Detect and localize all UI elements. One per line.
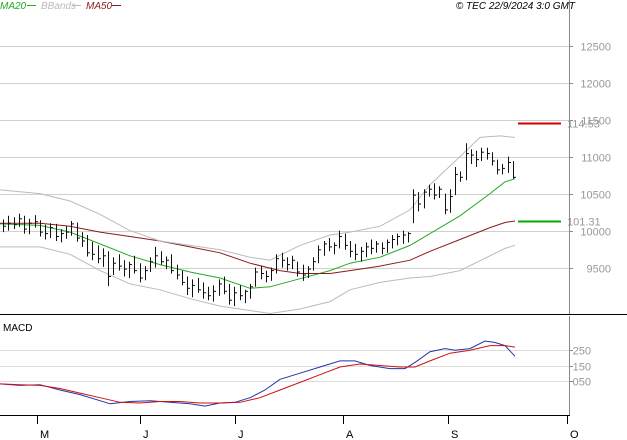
price-markers: 114.53 101.31	[518, 119, 601, 229]
legend: MA20 BBands MA50	[0, 1, 121, 12]
price-axis: 12500 12000 11500 11000 10500 10000 9500	[569, 42, 611, 276]
legend-label-bbands: BBands	[41, 1, 76, 12]
level-value-label: 101.31	[567, 217, 601, 229]
series-line-bbands	[0, 244, 516, 315]
series-line-ma20	[0, 178, 516, 289]
x-tick-label: O	[570, 429, 579, 440]
price-tick-label: 12500	[580, 42, 611, 54]
series-line-bbands	[0, 135, 516, 261]
macd-tick-label: 050	[573, 377, 591, 389]
legend-label-ma50: MA50	[86, 1, 113, 12]
x-tick-label: S	[451, 429, 458, 440]
level-value-label: 114.53	[567, 119, 600, 131]
x-tick-label: A	[346, 429, 354, 440]
x-tick-label: J	[238, 429, 244, 440]
price-panel: 12500 12000 11500 11000 10500 10000 9500 114.5…	[0, 42, 611, 315]
x-tick-label: M	[40, 429, 49, 440]
copyright: © TEC 22/9/2024 3:0 GMT	[456, 1, 576, 12]
x-tick-label: J	[143, 429, 149, 440]
price-tick-label: 12000	[580, 79, 611, 91]
macd-tick-label: 250	[573, 346, 591, 358]
price-gridlines	[0, 46, 569, 269]
macd-axis: 250 150 050	[569, 346, 591, 389]
macd-label: MACD	[3, 323, 32, 334]
price-tick-label: 11500	[581, 116, 611, 128]
price-bars	[3, 143, 516, 307]
price-tick-label: 10000	[580, 227, 611, 239]
price-tick-label: 10500	[580, 190, 611, 202]
macd-signal-line	[0, 345, 516, 404]
macd-panel: 250 150 050	[0, 340, 591, 407]
price-tick-label: 11000	[581, 153, 611, 165]
price-series	[0, 135, 516, 315]
macd-tick-label: 150	[573, 362, 591, 374]
legend-label-ma20: MA20	[0, 1, 27, 12]
macd-line	[0, 340, 516, 407]
price-tick-label: 9500	[587, 264, 611, 276]
series-line-ma50	[0, 220, 516, 274]
macd-gridlines	[0, 350, 569, 382]
macd-series	[0, 340, 516, 407]
